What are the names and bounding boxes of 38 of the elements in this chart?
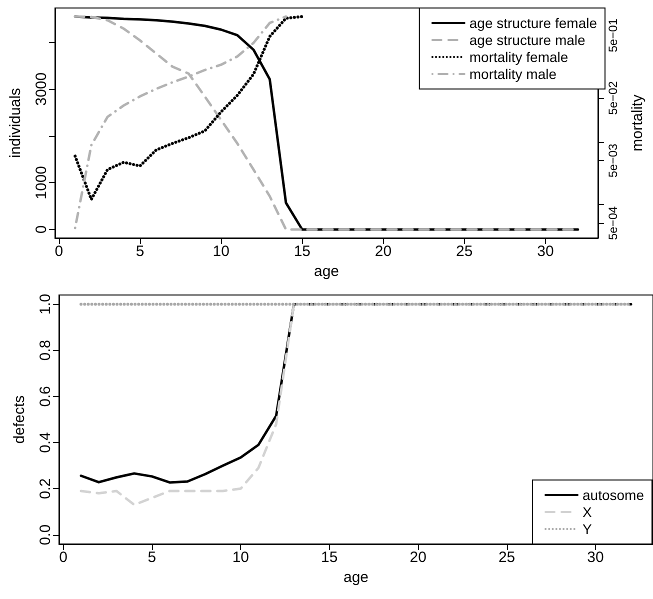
x-tick-label: 30 xyxy=(537,243,554,260)
x-tick-label: 30 xyxy=(587,549,604,566)
y-tick-label: 0.4 xyxy=(37,432,54,453)
x-axis-title: age xyxy=(314,263,340,280)
x-axis-title: age xyxy=(343,569,369,586)
legend-label: mortality male xyxy=(469,66,557,82)
x-tick-label: 5 xyxy=(148,549,156,566)
y-tick-label: 0 xyxy=(33,225,50,234)
y2-tick-label: 5e−04 xyxy=(606,206,620,240)
y-tick-label: 1.0 xyxy=(37,294,54,315)
y2-tick-label: 5e−03 xyxy=(606,143,620,178)
legend-label: mortality female xyxy=(469,49,568,65)
y-axis-title: defects xyxy=(11,395,28,444)
x-tick-label: 20 xyxy=(374,243,392,260)
x-tick-label: 25 xyxy=(498,549,516,566)
legend-label: autosome xyxy=(582,487,644,503)
x-tick-label: 15 xyxy=(321,549,338,566)
x-tick-label: 0 xyxy=(59,549,68,566)
y-tick-label: 0.6 xyxy=(37,386,54,407)
x-tick-label: 15 xyxy=(294,243,311,260)
y2-tick-label: 5e−02 xyxy=(606,80,620,115)
x-tick-label: 10 xyxy=(232,549,250,566)
legend-label: age structure male xyxy=(469,32,586,48)
y2-axis-title: mortality xyxy=(629,94,646,152)
x-tick-label: 5 xyxy=(136,243,144,260)
y-tick-label: 1000 xyxy=(33,166,50,200)
y-axis-title: individuals xyxy=(7,88,24,158)
legend-label: X xyxy=(582,504,593,520)
y-tick-label: 0.8 xyxy=(37,340,54,361)
y2-tick-label: 5e−01 xyxy=(606,18,620,52)
x-tick-label: 20 xyxy=(410,549,426,566)
y-tick-label: 0.2 xyxy=(37,478,54,500)
x-tick-label: 25 xyxy=(456,243,473,260)
y-tick-label: 0.0 xyxy=(37,524,54,546)
legend-label: Y xyxy=(582,521,593,537)
y-tick-label: 3000 xyxy=(33,72,50,106)
legend-label: age structure female xyxy=(469,15,598,31)
x-tick-label: 10 xyxy=(212,243,230,260)
